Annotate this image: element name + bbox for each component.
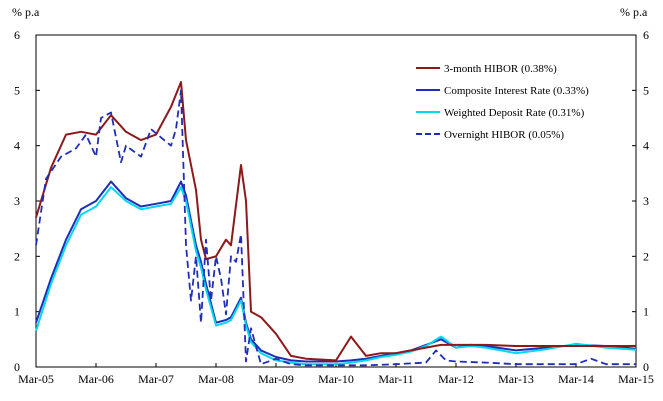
y-tick-label-right: 6 <box>643 28 649 42</box>
x-tick-label: Mar-08 <box>198 372 234 386</box>
x-tick-label: Mar-10 <box>318 372 354 386</box>
y-tick-label-right: 5 <box>643 83 649 97</box>
y-tick-label-left: 3 <box>14 194 20 208</box>
y-tick-label-left: 4 <box>14 139 20 153</box>
x-tick-label: Mar-11 <box>378 372 413 386</box>
x-tick-label: Mar-06 <box>78 372 114 386</box>
legend: 3-month HIBOR (0.38%) Composite Interest … <box>416 63 589 141</box>
x-tick-label: Mar-07 <box>138 372 174 386</box>
y-tick-label-right: 3 <box>643 194 649 208</box>
legend-label-1: Composite Interest Rate (0.33%) <box>444 85 589 97</box>
legend-label-3: Overnight HIBOR (0.05%) <box>444 129 564 141</box>
x-tick-label: Mar-09 <box>258 372 294 386</box>
x-tick-label: Mar-05 <box>18 372 54 386</box>
x-tick-label: Mar-13 <box>498 372 534 386</box>
right-unit-label: % p.a <box>620 5 648 19</box>
x-tick-label: Mar-14 <box>558 372 594 386</box>
series-line-2 <box>35 186 637 366</box>
y-tick-label-left: 1 <box>14 305 20 319</box>
y-tick-label-right: 2 <box>643 249 649 263</box>
legend-label-2: Weighted Deposit Rate (0.31%) <box>444 107 585 119</box>
y-tick-label-right: 4 <box>643 139 649 153</box>
y-tick-label-left: 6 <box>14 28 20 42</box>
series-line-1 <box>35 180 637 363</box>
axes: 0 0 1 1 2 2 3 3 4 4 5 5 6 6 Mar-05 Mar-06 Mar-07 Mar-08 Ma… <box>14 28 654 386</box>
left-unit-label: % p.a <box>12 5 40 19</box>
x-tick-label: Mar-15 <box>618 372 654 386</box>
y-tick-label-left: 0 <box>14 360 20 374</box>
legend-label-0: 3-month HIBOR (0.38%) <box>444 63 557 75</box>
series-line-0 <box>35 81 636 362</box>
y-tick-label-right: 1 <box>643 305 649 319</box>
y-tick-label-left: 2 <box>14 249 20 263</box>
y-tick-label-left: 5 <box>14 83 20 97</box>
x-tick-label: Mar-12 <box>438 372 474 386</box>
series-line-3 <box>35 89 636 367</box>
series-lines <box>35 81 637 367</box>
y-tick-label-right: 0 <box>643 360 649 374</box>
